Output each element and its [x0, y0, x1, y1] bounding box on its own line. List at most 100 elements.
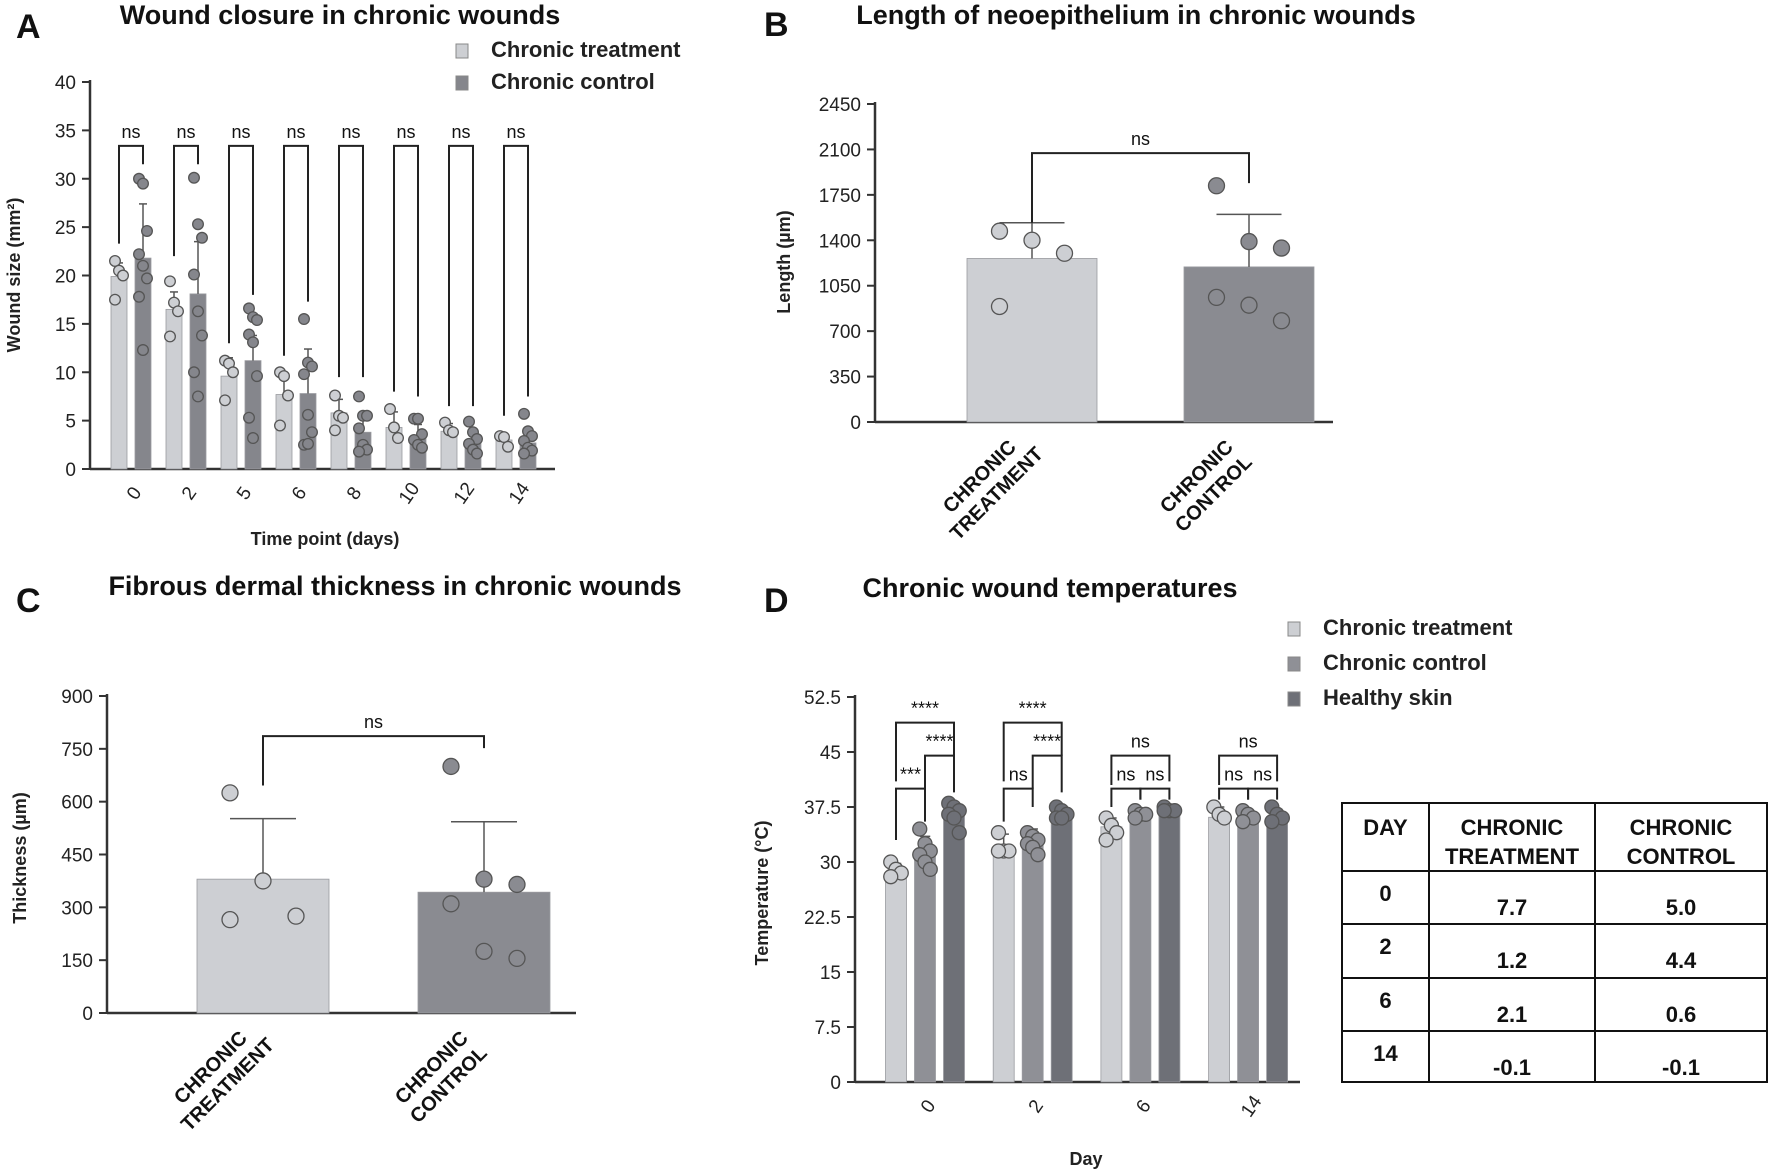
x-tick-label: 2 [1025, 1096, 1048, 1117]
data-point [219, 394, 231, 407]
significance-bracket [448, 144, 474, 407]
significance-label: ns [451, 122, 470, 142]
series-1-bar [914, 851, 936, 1083]
significance-bracket [173, 144, 199, 257]
table-header: TREATMENT [1445, 844, 1580, 869]
significance-label: ns [506, 122, 525, 142]
significance-bracket [895, 721, 955, 782]
x-tick-label: 0 [123, 483, 146, 504]
data-point [990, 843, 1007, 859]
table-header: CHRONIC [1630, 815, 1733, 840]
significance-bracket [1031, 152, 1250, 223]
y-tick-label: 30 [820, 853, 841, 874]
data-point [137, 259, 149, 272]
significance-bracket [1218, 754, 1279, 785]
data-point [1264, 814, 1280, 830]
y-tick-label: 37.5 [804, 798, 841, 819]
data-point [247, 432, 259, 445]
table-value-cell: 1.2 [1497, 948, 1528, 973]
y-tick-label: 30 [55, 170, 76, 191]
data-point [912, 821, 928, 837]
data-point [254, 872, 272, 890]
data-point [990, 825, 1007, 841]
data-point [475, 870, 493, 888]
table-value-cell: 4.4 [1666, 948, 1697, 973]
data-point [1055, 244, 1074, 262]
x-tick-label: CHRONICTREATMENT [160, 1017, 279, 1136]
data-point [251, 314, 263, 326]
data-point [508, 949, 526, 968]
data-point [475, 942, 493, 961]
data-point [117, 269, 129, 282]
series-2-bar [1158, 813, 1181, 1083]
table-value-cell: 0.6 [1666, 1002, 1697, 1027]
series-1-bar [189, 293, 207, 470]
panel-letter: C [16, 582, 41, 620]
data-point [306, 426, 318, 439]
data-point [353, 422, 365, 435]
y-tick-label: 7.5 [815, 1018, 841, 1039]
y-tick-label: 15 [820, 963, 841, 984]
data-point [1216, 810, 1232, 826]
data-point [471, 447, 483, 460]
series-1-bar [1129, 814, 1152, 1083]
y-tick-label: 600 [61, 793, 93, 814]
significance-label: ns [121, 122, 140, 142]
data-point [137, 177, 149, 190]
data-point [463, 415, 475, 428]
data-point [329, 424, 341, 437]
panel-title: Chronic wound temperatures [862, 573, 1237, 603]
series-2-bar [943, 810, 965, 1083]
significance-bracket [924, 754, 955, 793]
data-point [188, 366, 200, 379]
table-day-cell: 0 [1379, 881, 1391, 906]
x-tick-label: 8 [343, 483, 366, 504]
significance-label: ns [1224, 765, 1243, 785]
data-point [1235, 814, 1251, 830]
panel-letter: D [764, 582, 789, 620]
data-point [137, 344, 149, 356]
data-point [1240, 296, 1258, 314]
y-tick-label: 2100 [819, 140, 861, 161]
table-value-cell: 2.1 [1497, 1002, 1528, 1027]
y-axis-label: Thickness (µm) [10, 792, 30, 923]
data-point [221, 911, 239, 929]
table-value-cell: -0.1 [1493, 1055, 1531, 1080]
significance-bracket [1218, 787, 1250, 800]
data-point [1054, 810, 1070, 826]
data-point [164, 330, 176, 343]
significance-label: ns [1253, 765, 1272, 785]
y-tick-label: 25 [55, 218, 76, 239]
panel-title: Length of neoepithelium in chronic wound… [856, 0, 1416, 30]
data-point [109, 293, 121, 306]
x-tick-label: 5 [233, 483, 256, 504]
data-point [337, 411, 349, 424]
data-point [188, 268, 200, 281]
y-tick-label: 45 [820, 743, 841, 764]
panel-title: Wound closure in chronic wounds [120, 0, 561, 30]
significance-label: ns [396, 122, 415, 142]
significance-bracket [1139, 787, 1171, 800]
x-tick-label: CHRONICCONTROL [1154, 434, 1256, 536]
panel-title: Fibrous dermal thickness in chronic woun… [108, 571, 681, 601]
panel-letter: A [16, 8, 41, 46]
data-point [192, 390, 204, 403]
x-tick-label: CHRONICCONTROL [389, 1025, 491, 1127]
data-point [274, 419, 286, 432]
legend-label: Chronic control [491, 69, 655, 94]
significance-label: ns [286, 122, 305, 142]
significance-bracket [262, 735, 485, 786]
significance-label: ns [341, 122, 360, 142]
y-tick-label: 52.5 [804, 688, 841, 709]
table-value-cell: -0.1 [1662, 1055, 1700, 1080]
significance-label: ns [1131, 732, 1150, 752]
legend-label: Chronic treatment [491, 37, 681, 62]
significance-bracket [283, 144, 309, 356]
data-point [243, 411, 255, 424]
table-day-cell: 2 [1379, 934, 1391, 959]
data-point [227, 366, 239, 379]
data-point [1098, 832, 1114, 848]
legend-swatch [1287, 621, 1301, 637]
data-point [442, 895, 460, 913]
